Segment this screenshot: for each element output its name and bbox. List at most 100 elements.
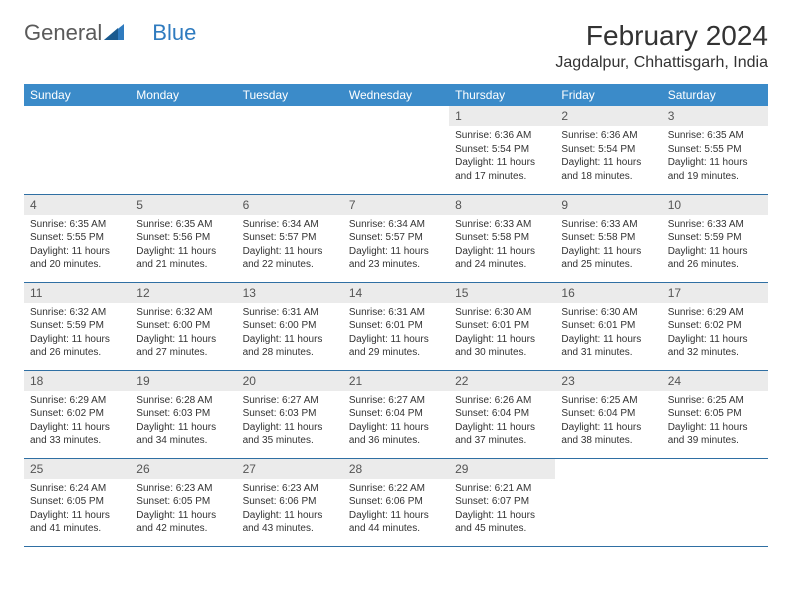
day-details: Sunrise: 6:28 AMSunset: 6:03 PMDaylight:… (130, 391, 236, 454)
calendar-cell: 5Sunrise: 6:35 AMSunset: 5:56 PMDaylight… (130, 194, 236, 282)
calendar-cell: 8Sunrise: 6:33 AMSunset: 5:58 PMDaylight… (449, 194, 555, 282)
day-number: 20 (237, 371, 343, 391)
day-details: Sunrise: 6:35 AMSunset: 5:55 PMDaylight:… (24, 215, 130, 278)
calendar-cell: 16Sunrise: 6:30 AMSunset: 6:01 PMDayligh… (555, 282, 661, 370)
title-block: February 2024 Jagdalpur, Chhattisgarh, I… (555, 20, 768, 72)
calendar-cell: 6Sunrise: 6:34 AMSunset: 5:57 PMDaylight… (237, 194, 343, 282)
calendar-cell: 28Sunrise: 6:22 AMSunset: 6:06 PMDayligh… (343, 458, 449, 546)
calendar-cell: 21Sunrise: 6:27 AMSunset: 6:04 PMDayligh… (343, 370, 449, 458)
calendar-cell: 23Sunrise: 6:25 AMSunset: 6:04 PMDayligh… (555, 370, 661, 458)
location: Jagdalpur, Chhattisgarh, India (555, 54, 768, 72)
day-details: Sunrise: 6:24 AMSunset: 6:05 PMDaylight:… (24, 479, 130, 542)
calendar-cell: 29Sunrise: 6:21 AMSunset: 6:07 PMDayligh… (449, 458, 555, 546)
day-number: 16 (555, 283, 661, 303)
logo-text-2: Blue (152, 20, 196, 46)
calendar-row: 18Sunrise: 6:29 AMSunset: 6:02 PMDayligh… (24, 370, 768, 458)
calendar-row: 1Sunrise: 6:36 AMSunset: 5:54 PMDaylight… (24, 106, 768, 194)
calendar-cell: 13Sunrise: 6:31 AMSunset: 6:00 PMDayligh… (237, 282, 343, 370)
day-number: 11 (24, 283, 130, 303)
day-details: Sunrise: 6:32 AMSunset: 5:59 PMDaylight:… (24, 303, 130, 366)
calendar-cell: 11Sunrise: 6:32 AMSunset: 5:59 PMDayligh… (24, 282, 130, 370)
day-details: Sunrise: 6:33 AMSunset: 5:59 PMDaylight:… (662, 215, 768, 278)
day-number: 23 (555, 371, 661, 391)
day-number: 18 (24, 371, 130, 391)
day-number: 21 (343, 371, 449, 391)
day-number: 5 (130, 195, 236, 215)
day-details: Sunrise: 6:31 AMSunset: 6:00 PMDaylight:… (237, 303, 343, 366)
weekday-header: Saturday (662, 84, 768, 106)
calendar-cell (24, 106, 130, 194)
day-details: Sunrise: 6:36 AMSunset: 5:54 PMDaylight:… (555, 126, 661, 189)
weekday-header-row: Sunday Monday Tuesday Wednesday Thursday… (24, 84, 768, 106)
calendar-cell (555, 458, 661, 546)
day-details: Sunrise: 6:31 AMSunset: 6:01 PMDaylight:… (343, 303, 449, 366)
day-number: 2 (555, 106, 661, 126)
weekday-header: Wednesday (343, 84, 449, 106)
day-number: 9 (555, 195, 661, 215)
calendar-cell: 19Sunrise: 6:28 AMSunset: 6:03 PMDayligh… (130, 370, 236, 458)
day-number: 4 (24, 195, 130, 215)
day-details: Sunrise: 6:29 AMSunset: 6:02 PMDaylight:… (24, 391, 130, 454)
header: General Blue February 2024 Jagdalpur, Ch… (24, 20, 768, 72)
triangle-icon (104, 20, 124, 46)
day-details: Sunrise: 6:23 AMSunset: 6:05 PMDaylight:… (130, 479, 236, 542)
calendar-cell: 12Sunrise: 6:32 AMSunset: 6:00 PMDayligh… (130, 282, 236, 370)
day-details: Sunrise: 6:33 AMSunset: 5:58 PMDaylight:… (555, 215, 661, 278)
day-details: Sunrise: 6:35 AMSunset: 5:55 PMDaylight:… (662, 126, 768, 189)
calendar-cell: 3Sunrise: 6:35 AMSunset: 5:55 PMDaylight… (662, 106, 768, 194)
day-details: Sunrise: 6:32 AMSunset: 6:00 PMDaylight:… (130, 303, 236, 366)
calendar-cell: 17Sunrise: 6:29 AMSunset: 6:02 PMDayligh… (662, 282, 768, 370)
weekday-header: Thursday (449, 84, 555, 106)
calendar-cell: 1Sunrise: 6:36 AMSunset: 5:54 PMDaylight… (449, 106, 555, 194)
calendar-cell: 7Sunrise: 6:34 AMSunset: 5:57 PMDaylight… (343, 194, 449, 282)
day-number: 19 (130, 371, 236, 391)
day-details: Sunrise: 6:34 AMSunset: 5:57 PMDaylight:… (237, 215, 343, 278)
calendar-cell: 14Sunrise: 6:31 AMSunset: 6:01 PMDayligh… (343, 282, 449, 370)
day-details: Sunrise: 6:27 AMSunset: 6:03 PMDaylight:… (237, 391, 343, 454)
day-details: Sunrise: 6:26 AMSunset: 6:04 PMDaylight:… (449, 391, 555, 454)
day-number: 26 (130, 459, 236, 479)
day-details: Sunrise: 6:30 AMSunset: 6:01 PMDaylight:… (555, 303, 661, 366)
logo-text-1: General (24, 20, 102, 46)
day-number: 17 (662, 283, 768, 303)
weekday-header: Sunday (24, 84, 130, 106)
day-number: 29 (449, 459, 555, 479)
day-details: Sunrise: 6:21 AMSunset: 6:07 PMDaylight:… (449, 479, 555, 542)
calendar-cell (343, 106, 449, 194)
day-number: 22 (449, 371, 555, 391)
weekday-header: Tuesday (237, 84, 343, 106)
day-number: 1 (449, 106, 555, 126)
calendar-cell (130, 106, 236, 194)
calendar-cell (237, 106, 343, 194)
day-number: 3 (662, 106, 768, 126)
month-title: February 2024 (555, 20, 768, 52)
day-details: Sunrise: 6:36 AMSunset: 5:54 PMDaylight:… (449, 126, 555, 189)
day-number: 10 (662, 195, 768, 215)
day-details: Sunrise: 6:35 AMSunset: 5:56 PMDaylight:… (130, 215, 236, 278)
day-number: 15 (449, 283, 555, 303)
day-number: 24 (662, 371, 768, 391)
day-details: Sunrise: 6:25 AMSunset: 6:04 PMDaylight:… (555, 391, 661, 454)
day-details: Sunrise: 6:30 AMSunset: 6:01 PMDaylight:… (449, 303, 555, 366)
day-details: Sunrise: 6:27 AMSunset: 6:04 PMDaylight:… (343, 391, 449, 454)
calendar-cell: 22Sunrise: 6:26 AMSunset: 6:04 PMDayligh… (449, 370, 555, 458)
calendar-row: 4Sunrise: 6:35 AMSunset: 5:55 PMDaylight… (24, 194, 768, 282)
day-number: 28 (343, 459, 449, 479)
day-number: 14 (343, 283, 449, 303)
calendar-cell: 2Sunrise: 6:36 AMSunset: 5:54 PMDaylight… (555, 106, 661, 194)
weekday-header: Monday (130, 84, 236, 106)
day-number: 27 (237, 459, 343, 479)
day-number: 13 (237, 283, 343, 303)
day-number: 8 (449, 195, 555, 215)
day-details: Sunrise: 6:29 AMSunset: 6:02 PMDaylight:… (662, 303, 768, 366)
calendar-cell (662, 458, 768, 546)
calendar-cell: 10Sunrise: 6:33 AMSunset: 5:59 PMDayligh… (662, 194, 768, 282)
calendar-cell: 18Sunrise: 6:29 AMSunset: 6:02 PMDayligh… (24, 370, 130, 458)
calendar-cell: 20Sunrise: 6:27 AMSunset: 6:03 PMDayligh… (237, 370, 343, 458)
logo: General Blue (24, 20, 196, 46)
calendar-cell: 26Sunrise: 6:23 AMSunset: 6:05 PMDayligh… (130, 458, 236, 546)
calendar-cell: 15Sunrise: 6:30 AMSunset: 6:01 PMDayligh… (449, 282, 555, 370)
day-number: 12 (130, 283, 236, 303)
weekday-header: Friday (555, 84, 661, 106)
day-details: Sunrise: 6:25 AMSunset: 6:05 PMDaylight:… (662, 391, 768, 454)
